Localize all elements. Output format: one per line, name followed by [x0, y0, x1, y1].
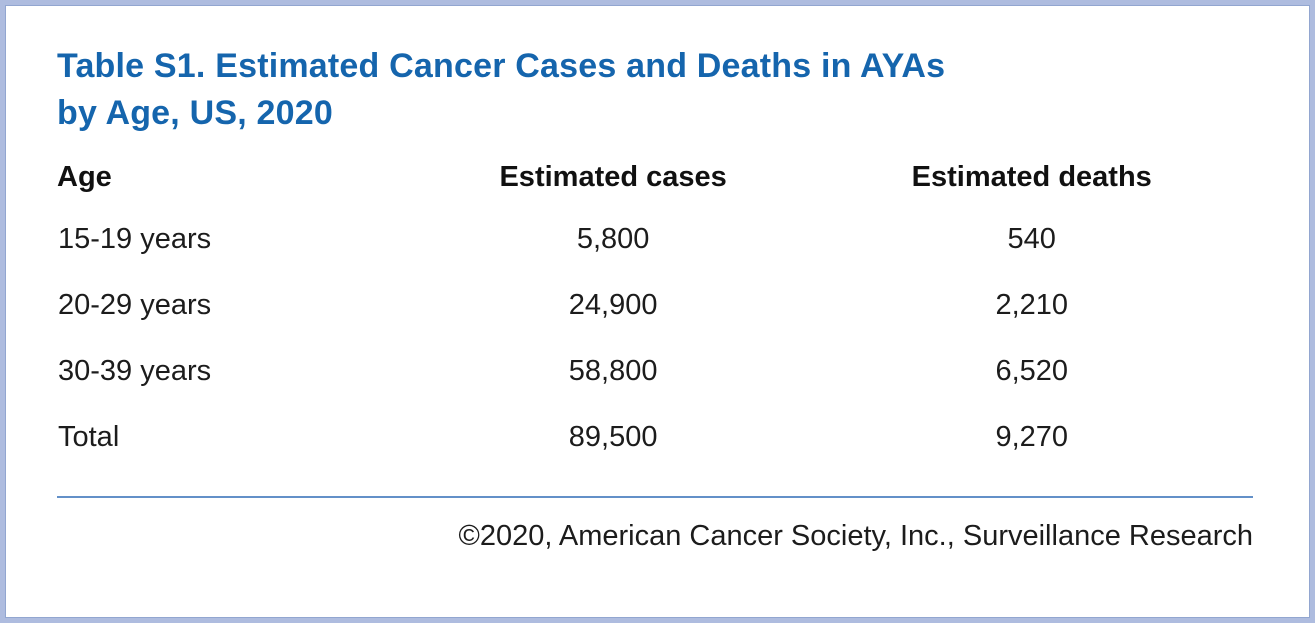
deaths-cell: 9,270	[995, 420, 1069, 453]
table-title: Table S1. Estimated Cancer Cases and Dea…	[57, 43, 1253, 137]
table-row: 20-29 years 24,900 2,210	[57, 272, 1253, 338]
age-cell: Total	[58, 420, 120, 453]
cancer-cases-table: Age Estimated cases Estimated deaths 15-…	[57, 161, 1253, 470]
table-title-line1: Table S1. Estimated Cancer Cases and Dea…	[57, 47, 946, 85]
table-row: 30-39 years 58,800 6,520	[57, 338, 1253, 404]
age-cell: 15-19 years	[58, 222, 212, 255]
column-header-age: Age	[57, 161, 112, 193]
footer-divider: ©2020, American Cancer Society, Inc., Su…	[57, 496, 1253, 553]
cases-cell: 5,800	[576, 222, 650, 255]
copyright-source-text: ©2020, American Cancer Society, Inc., Su…	[458, 520, 1253, 552]
age-cell: 30-39 years	[58, 354, 212, 387]
column-header-deaths: Estimated deaths	[911, 161, 1152, 193]
table-row: 15-19 years 5,800 540	[57, 206, 1253, 272]
table-title-line2: by Age, US, 2020	[57, 94, 333, 132]
table-header-row: Age Estimated cases Estimated deaths	[57, 161, 1253, 206]
table-row-total: Total 89,500 9,270	[57, 404, 1253, 470]
age-cell: 20-29 years	[58, 288, 212, 321]
cases-cell: 24,900	[568, 288, 658, 321]
column-header-cases: Estimated cases	[499, 161, 727, 193]
deaths-cell: 6,520	[995, 354, 1069, 387]
deaths-cell: 540	[1007, 222, 1056, 255]
cases-cell: 58,800	[568, 354, 658, 387]
cases-cell: 89,500	[568, 420, 658, 453]
deaths-cell: 2,210	[995, 288, 1069, 321]
